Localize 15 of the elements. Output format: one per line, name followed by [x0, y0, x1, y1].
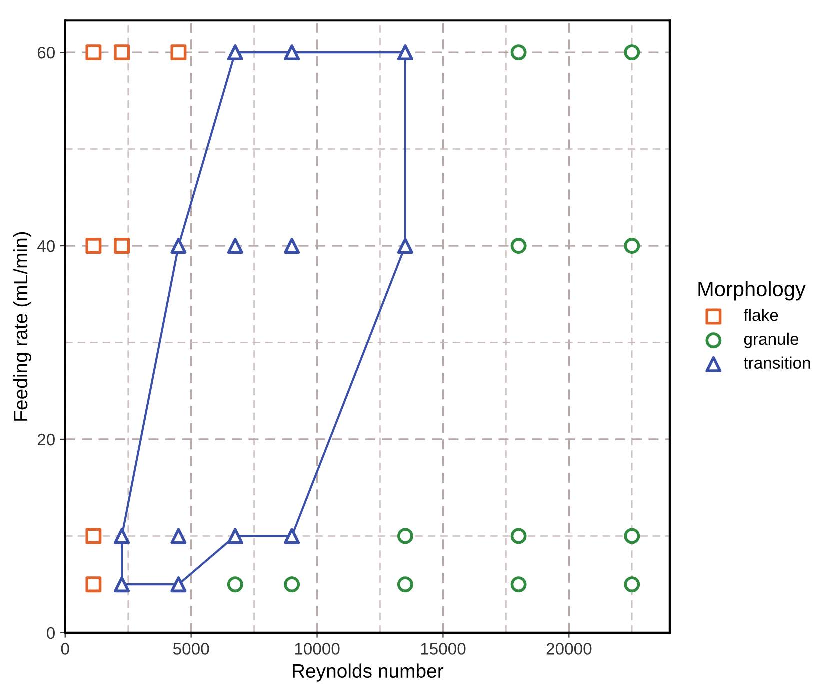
x-tick-label: 0 [61, 643, 70, 655]
x-tick-label: 10000 [295, 643, 340, 655]
legend-label: granule [744, 332, 799, 348]
y-tick-label: 40 [37, 240, 55, 252]
y-tick-label: 20 [38, 434, 55, 446]
x-tick-label: 5000 [173, 643, 210, 655]
legend-title: Morphology [698, 281, 806, 301]
y-tick-label: 60 [38, 46, 55, 59]
x-tick-label: 15000 [421, 643, 466, 655]
x-tick-label: 20000 [546, 643, 592, 655]
y-tick-label: 0 [47, 627, 55, 640]
legend-label: flake [744, 309, 778, 322]
legend-label: transition [744, 356, 810, 370]
y-axis-title: Feeding rate (mL/min) [13, 232, 32, 421]
x-axis-title: Reynolds number [293, 664, 444, 682]
